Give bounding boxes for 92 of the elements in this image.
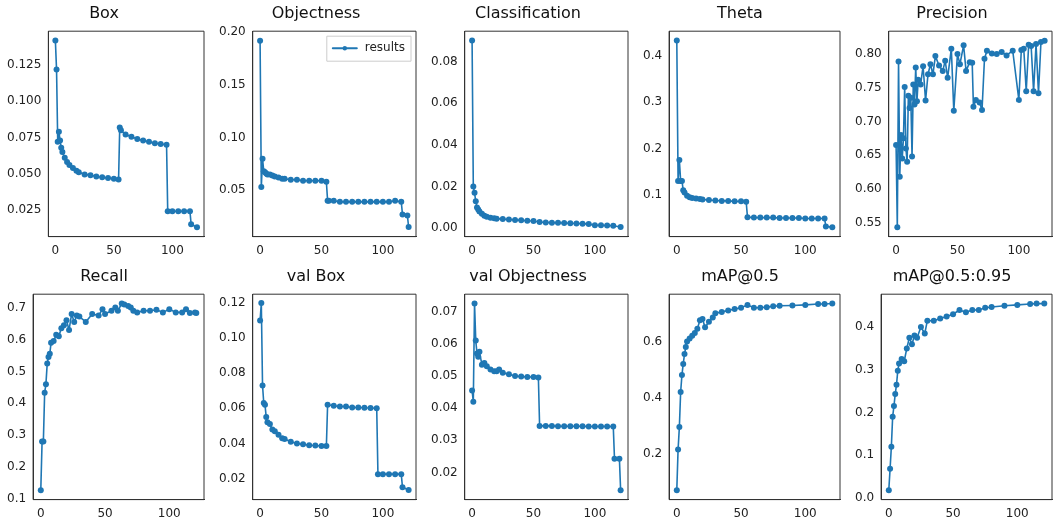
y-tick-label: 0.04 [431,136,458,151]
y-tick-label: 0.4 [642,47,663,62]
y-tick-label: 0.06 [219,400,246,415]
x-tick-label: 50 [525,242,542,257]
x-tick-label: 0 [892,242,900,257]
y-tick-label: 0.3 [6,427,27,442]
x-tick-label: 50 [949,242,966,257]
chart-title: Objectness [271,2,361,22]
y-tick-label: 0.03 [431,432,458,447]
x-tick-label: 0 [36,505,45,520]
y-tick-label: 0.07 [431,303,458,318]
y-tick-label: 0.0 [854,490,875,505]
x-tick-label: 0 [468,242,476,257]
y-tick-label: 0.04 [431,400,458,415]
chart-title: val Box [286,265,346,285]
y-tick-label: 0.3 [642,94,663,109]
y-tick-label: 0.06 [431,335,458,350]
y-tick-label: 0.80 [855,46,882,61]
legend-label: results [364,40,405,55]
x-tick-label: 100 [793,242,817,257]
x-tick-label: 0 [468,505,476,520]
y-tick-label: 0.4 [6,395,27,410]
x-tick-label: 50 [525,505,542,520]
x-tick-label: 0 [256,505,264,520]
y-tick-label: 0.5 [6,363,27,378]
y-tick-label: 0.05 [431,368,458,383]
x-tick-label: 100 [1005,505,1029,520]
chart-title: mAP@0.5:0.95 [892,265,1012,285]
x-tick-label: 50 [945,505,961,520]
chart-title: Recall [80,265,128,285]
y-tick-label: 0.60 [855,180,882,195]
y-tick-label: 0.04 [219,435,246,450]
x-tick-label: 50 [313,242,330,257]
x-tick-label: 0 [51,242,60,257]
y-tick-label: 0.075 [6,129,42,144]
y-tick-label: 0.125 [6,57,42,72]
chart-title: Classification [475,2,581,22]
y-tick-label: 0.025 [6,201,42,216]
x-tick-label: 0 [884,505,893,520]
x-tick-label: 100 [157,505,181,520]
x-tick-label: 100 [583,242,607,257]
y-tick-label: 0.08 [431,53,458,68]
y-tick-label: 0.1 [854,447,875,462]
x-tick-label: 50 [733,505,749,520]
x-tick-label: 50 [106,242,122,257]
y-tick-label: 0.7 [6,299,27,314]
y-tick-label: 0.2 [642,445,663,460]
y-tick-label: 0.3 [854,361,875,376]
y-tick-label: 0.70 [855,113,882,128]
x-tick-label: 50 [97,505,113,520]
y-tick-label: 0.05 [219,182,246,197]
chart-title: val Objectness [469,265,587,285]
y-tick-label: 0.050 [6,165,42,180]
y-tick-label: 0.08 [219,365,246,380]
x-tick-label: 100 [160,242,184,257]
x-tick-label: 100 [1007,242,1031,257]
y-tick-label: 0.6 [642,333,663,348]
y-tick-label: 0.1 [642,187,663,201]
y-tick-label: 0.10 [219,330,246,345]
x-tick-label: 0 [672,242,681,257]
chart-title: Theta [716,2,763,22]
y-tick-label: 0.1 [6,491,27,506]
y-tick-label: 0.02 [431,464,458,479]
y-tick-label: 0.15 [219,77,246,92]
x-tick-label: 0 [256,242,264,257]
x-tick-label: 100 [371,242,395,257]
y-tick-label: 0.4 [642,389,663,404]
x-tick-label: 50 [313,505,330,520]
chart-title: mAP@0.5 [701,265,779,285]
y-tick-label: 0.00 [431,220,458,235]
x-tick-label: 0 [672,505,681,520]
y-tick-label: 0.100 [6,93,42,108]
y-tick-label: 0.2 [854,404,875,419]
chart-title: Box [89,2,119,22]
y-tick-label: 0.2 [6,459,27,474]
x-tick-label: 100 [371,505,395,520]
x-tick-label: 50 [733,242,749,257]
y-tick-label: 0.2 [642,140,663,155]
chart-title: Precision [916,2,988,22]
x-tick-label: 100 [793,505,817,520]
y-tick-label: 0.02 [431,178,458,193]
y-tick-label: 0.6 [6,331,27,346]
x-tick-label: 100 [583,505,607,520]
y-tick-label: 0.06 [431,95,458,110]
y-tick-label: 0.4 [854,319,875,334]
y-tick-label: 0.10 [219,129,246,144]
y-tick-label: 0.02 [219,470,246,485]
y-tick-label: 0.20 [219,24,246,39]
y-tick-label: 0.12 [219,295,246,310]
y-tick-label: 0.55 [855,214,882,229]
y-tick-label: 0.65 [855,147,882,162]
y-tick-label: 0.75 [855,79,882,94]
